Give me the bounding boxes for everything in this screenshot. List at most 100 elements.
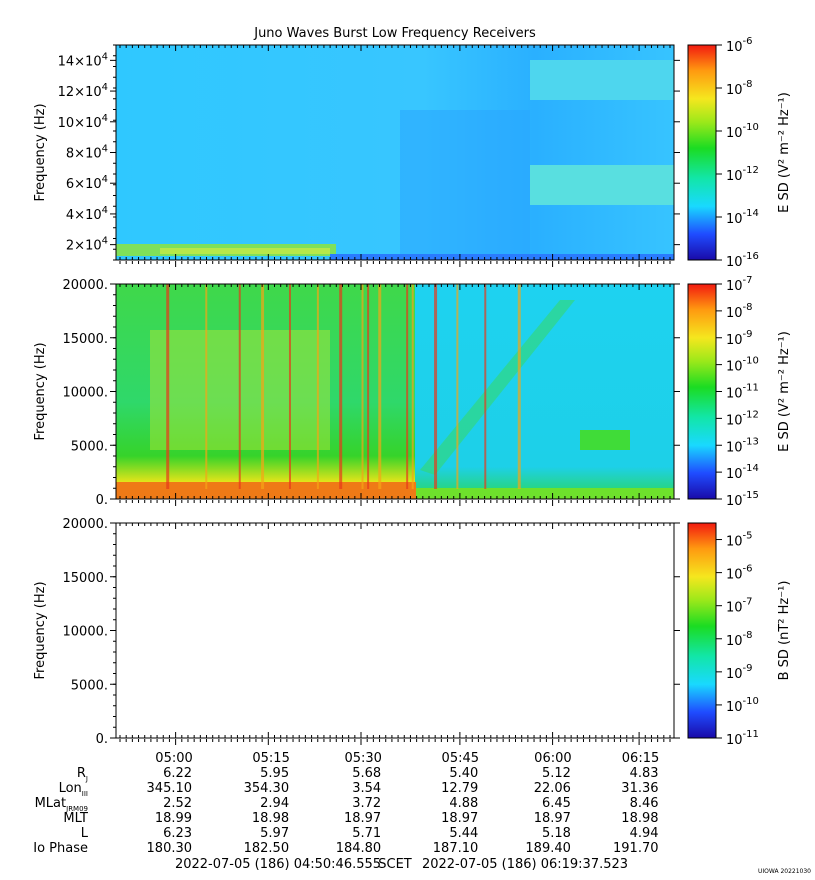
ephemeris-value: 31.36 [621, 781, 658, 796]
colorbar-tick-label: 10-12 [726, 165, 759, 184]
emission-line [261, 284, 265, 489]
y-tick-label: 4×104 [66, 205, 108, 223]
colorbar-label: B SD (nT² Hz⁻¹) [777, 581, 792, 681]
panel-2-orange-floor [116, 482, 416, 499]
colorbar-tick-label: 10-8 [726, 630, 753, 649]
time-tick-label: 05:45 [442, 751, 479, 766]
ephemeris-value: 4.94 [630, 826, 659, 841]
colorbar-tick-label: 10-15 [726, 490, 759, 509]
colorbar-tick-label: 10-14 [726, 463, 759, 482]
ephemeris-value: 18.98 [252, 811, 289, 826]
panel-3-plot-area [115, 522, 675, 739]
colorbar-tick-label: 10-16 [726, 251, 759, 270]
ephemeris-value: 22.06 [534, 781, 571, 796]
ephemeris-value: 180.30 [147, 841, 193, 856]
emission-line [434, 284, 438, 489]
y-axis-label: Frequency (Hz) [33, 103, 48, 201]
time-tick-label: 05:00 [155, 751, 192, 766]
figure-title: Juno Waves Burst Low Frequency Receivers [253, 26, 536, 41]
ephemeris-value: 189.40 [525, 841, 571, 856]
ephemeris-value: 18.97 [534, 811, 571, 826]
colorbar-tick-label: 10-8 [726, 302, 753, 321]
panel-2-green-patch [580, 430, 630, 450]
y-axis-label: Frequency (Hz) [33, 342, 48, 440]
emission-line [205, 284, 208, 489]
ephemeris-value: 18.97 [344, 811, 381, 826]
colorbar-tick-label: 10-14 [726, 208, 759, 227]
ephemeris-value: 18.97 [441, 811, 478, 826]
ephemeris-value: 5.40 [449, 766, 478, 781]
corner-tag: UIOWA 20221030 [758, 868, 811, 875]
emission-line [316, 284, 319, 489]
ephemeris-value: 5.95 [260, 766, 289, 781]
colorbar-tick-label: 10-10 [726, 696, 759, 715]
ephemeris-value: 187.10 [433, 841, 479, 856]
ephemeris-value: 3.54 [352, 781, 381, 796]
panel-1-spectrogram [116, 45, 674, 260]
ephemeris-value: 6.23 [163, 826, 192, 841]
panel-2-spectrogram [116, 284, 674, 499]
colorbar-tick-label: 10-9 [726, 329, 753, 348]
colorbar-tick-label: 10-10 [726, 356, 759, 375]
colorbar-tick-label: 10-7 [726, 275, 753, 294]
panel-2-green-floor [416, 488, 674, 499]
ephemeris-value: 18.98 [621, 811, 658, 826]
ephemeris-value: 8.46 [630, 796, 659, 811]
emission-line [238, 284, 241, 489]
ephemeris-value: 6.45 [542, 796, 571, 811]
panel-2-diagonal [420, 300, 575, 475]
emission-line [406, 284, 409, 489]
colorbar-3 [687, 522, 717, 739]
y-tick-label: 0. [96, 732, 108, 747]
ephemeris-value: 2.94 [260, 796, 289, 811]
y-tick-label: 20000. [63, 278, 109, 293]
colorbar-tick-label: 10-7 [726, 597, 753, 616]
colorbar-tick-label: 10-11 [726, 383, 759, 402]
scet-start: 2022-07-05 (186) 04:50:46.555 [175, 857, 381, 872]
ephemeris-row-label: RJ [77, 766, 88, 783]
ephemeris-value: 5.97 [260, 826, 289, 841]
y-tick-label: 5000. [71, 439, 108, 454]
time-tick-label: 06:15 [622, 751, 659, 766]
ephemeris-table: RJ 6.22 5.95 5.68 5.40 5.12 4.83 LonIII 345.10 35… [33, 766, 658, 856]
y-tick-label: 0. [96, 493, 108, 508]
emission-line [361, 284, 364, 489]
emission-line [166, 284, 170, 489]
y-tick-label: 14×104 [58, 51, 108, 69]
ephemeris-value: 12.79 [441, 781, 478, 796]
ephemeris-value: 345.10 [147, 781, 193, 796]
emission-line [288, 284, 291, 489]
y-tick-label: 6×104 [66, 174, 108, 192]
panel-1-floor [330, 254, 674, 260]
ephemeris-value: 5.12 [542, 766, 571, 781]
ephemeris-value: 5.18 [542, 826, 571, 841]
ephemeris-value: 4.83 [630, 766, 659, 781]
ephemeris-row-label: L [81, 826, 89, 841]
y-tick-label: 10000. [63, 625, 109, 640]
emission-line [339, 284, 343, 489]
colorbar-tick-label: 10-6 [726, 36, 753, 55]
ephemeris-value: 18.99 [155, 811, 192, 826]
ephemeris-value: 5.44 [449, 826, 478, 841]
colorbar-tick-label: 10-6 [726, 564, 753, 583]
ephemeris-value: 5.68 [352, 766, 381, 781]
emission-line [517, 284, 521, 489]
colorbar-tick-label: 10-12 [726, 409, 759, 428]
ephemeris-row-label: MLT [63, 811, 88, 826]
emission-line [367, 284, 370, 489]
panel-1-depletion-region [400, 110, 530, 260]
colorbar-1 [687, 44, 717, 261]
ephemeris-value: 184.80 [336, 841, 382, 856]
emission-line [484, 284, 487, 489]
colorbar-tick-label: 10-9 [726, 663, 753, 682]
colorbar-label: E SD (V² m⁻² Hz⁻¹) [777, 331, 792, 452]
y-tick-label: 20000. [63, 517, 109, 532]
colorbar-2 [687, 283, 717, 500]
y-tick-label: 5000. [71, 678, 108, 693]
ephemeris-row-label: Io Phase [33, 841, 88, 856]
colorbar-tick-label: 10-11 [726, 729, 759, 748]
ephemeris-value: 5.71 [352, 826, 381, 841]
ephemeris-value: 2.52 [163, 796, 192, 811]
colorbar-tick-label: 10-5 [726, 531, 753, 550]
